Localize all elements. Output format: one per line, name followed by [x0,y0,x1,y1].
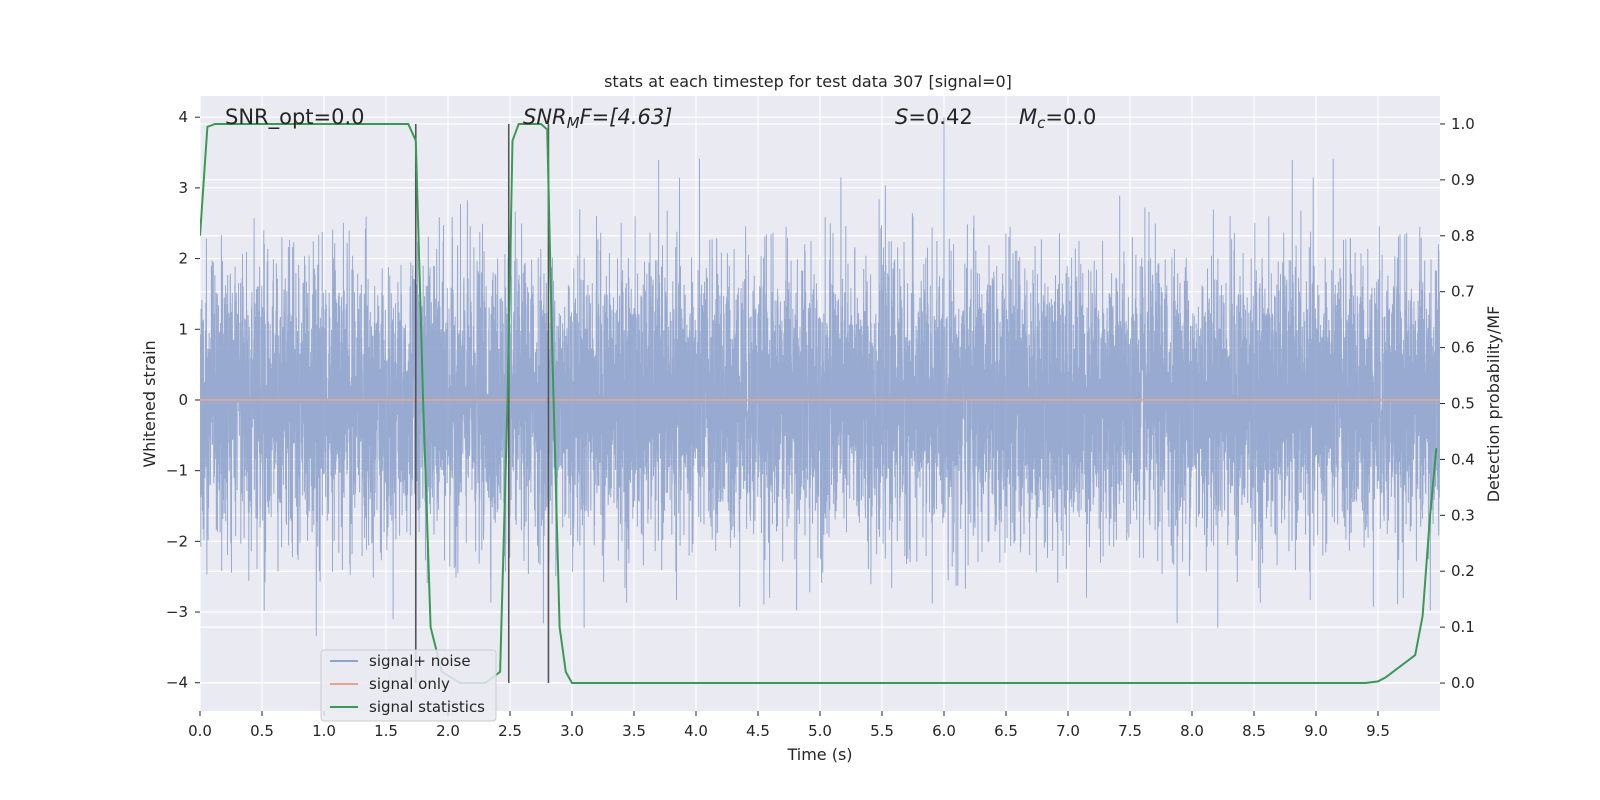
y-right-tick-label-3: 0.7 [1451,283,1475,301]
x-tick-label-12: 6.0 [932,722,956,740]
y-right-tick-label-9: 0.1 [1451,618,1475,636]
x-tick-label-6: 3.0 [560,722,584,740]
legend-label-signal-noise: signal+ noise [369,652,471,670]
plot-content [200,117,1440,684]
legend-frame [320,649,497,722]
y-right-tick-label-8: 0.2 [1451,562,1475,580]
x-tick-label-17: 8.5 [1242,722,1266,740]
legend-label-signal-statistics: signal statistics [369,698,485,716]
x-tick-label-4: 2.0 [436,722,460,740]
annotation-s-label: S [895,105,908,129]
y-left-axis-label: Whitened strain [140,340,159,467]
y-right-tick-label-10: 0.0 [1451,674,1475,692]
y-right-tick-label-4: 0.6 [1451,339,1475,357]
series-signal-noise [200,117,1440,636]
legend: signal+ noise signal only signal statist… [320,649,497,722]
y-left-tick-label-6: −2 [166,532,188,550]
chart-title: stats at each timestep for test data 307… [604,72,1012,91]
annotation-s: S=0.42 [895,105,973,129]
y-left-tick-label-7: −3 [166,603,188,621]
y-right-tick-label-2: 0.8 [1451,227,1475,245]
annotation-snr-mf: SNRMF=[4.63] [523,105,672,132]
annotation-s-tail: =0.42 [908,105,972,129]
annotation-mc-label: M [1019,105,1037,129]
y-left-tick-label-1: 3 [178,179,188,197]
legend-label-signal-only: signal only [369,675,450,693]
y-right-tick-label-6: 0.4 [1451,450,1475,468]
annotation-mc-sub: c [1037,114,1046,132]
x-tick-label-7: 3.5 [622,722,646,740]
y-right-tick-label-0: 1.0 [1451,115,1475,133]
annotation-mc: Mc=0.0 [1019,105,1096,132]
x-tick-label-1: 0.5 [250,722,274,740]
y-left-tick-label-4: 0 [178,391,188,409]
x-tick-label-16: 8.0 [1180,722,1204,740]
y-right-tick-label-1: 0.9 [1451,171,1475,189]
x-tick-label-10: 5.0 [808,722,832,740]
x-axis-ticks: 0.0 0.5 1.0 1.5 2.0 2.5 3.0 3.5 4.0 4.5 5.0 5.5 6.0 6… [188,711,1390,740]
y-left-tick-label-3: 1 [178,320,188,338]
x-tick-label-8: 4.0 [684,722,708,740]
series-signal-statistics [200,123,1438,684]
y-left-axis-ticks: 4 3 2 1 0 −1 −2 −3 −4 [166,108,200,692]
annotation-snr-opt: SNR_opt=0.0 [225,105,365,130]
x-axis-label: Time (s) [786,745,852,764]
annotation-snr-mf-label: SNR [523,105,567,129]
y-right-tick-label-7: 0.3 [1451,506,1475,524]
x-tick-label-19: 9.5 [1366,722,1390,740]
x-tick-label-3: 1.5 [374,722,398,740]
x-tick-label-9: 4.5 [746,722,770,740]
x-tick-label-14: 7.0 [1056,722,1080,740]
y-left-tick-label-0: 4 [178,108,188,126]
x-tick-label-5: 2.5 [498,722,522,740]
y-left-tick-label-2: 2 [178,250,188,268]
annotation-snr-mf-sub: M [567,114,580,132]
x-tick-label-11: 5.5 [870,722,894,740]
y-right-axis-label: Detection probability/MF [1484,306,1503,503]
x-tick-label-0: 0.0 [188,722,212,740]
annotation-mc-tail: =0.0 [1045,105,1096,129]
annotation-snr-mf-tail: F=[4.63] [580,105,673,129]
x-tick-label-13: 6.5 [994,722,1018,740]
y-left-tick-label-8: −4 [166,674,188,692]
y-right-axis-ticks: 1.0 0.9 0.8 0.7 0.6 0.5 0.4 0.3 0.2 0.1 0.0 [1440,115,1475,692]
x-tick-label-15: 7.5 [1118,722,1142,740]
y-right-tick-label-5: 0.5 [1451,395,1475,413]
x-tick-label-2: 1.0 [312,722,336,740]
y-left-tick-label-5: −1 [166,462,188,480]
x-tick-label-18: 9.0 [1304,722,1328,740]
